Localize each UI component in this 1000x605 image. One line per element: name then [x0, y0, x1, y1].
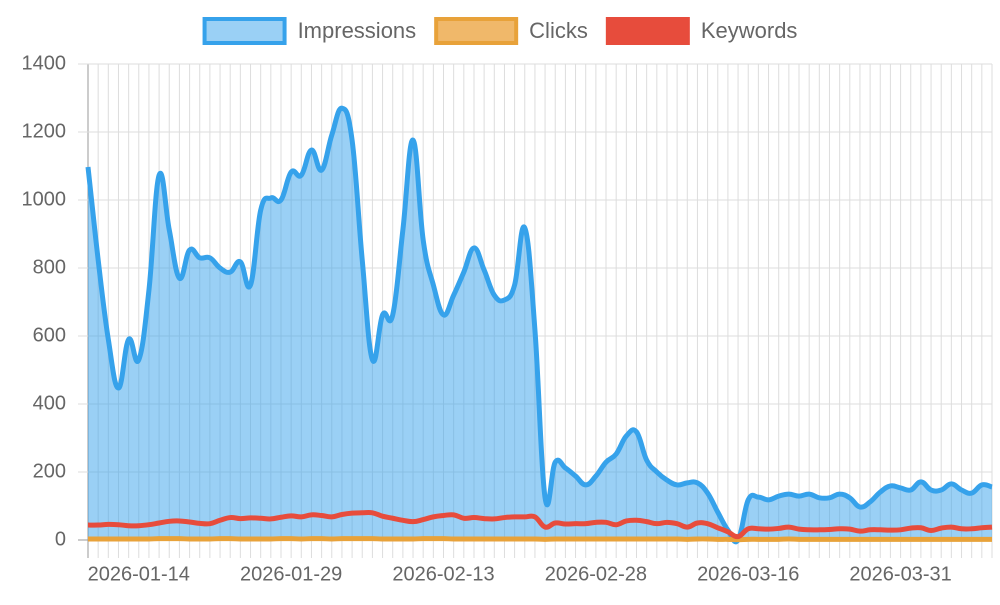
x-tick-label: 2026-02-28	[545, 563, 647, 585]
line	[88, 536, 992, 543]
legend-label: Impressions	[298, 18, 417, 43]
line	[85, 105, 993, 545]
line	[87, 509, 993, 540]
y-tick-label: 1000	[22, 188, 67, 210]
x-tick-label: 2026-02-13	[392, 563, 494, 585]
x-tick-label: 2026-01-29	[240, 563, 342, 585]
legend-swatch	[202, 17, 287, 45]
y-tick-label: 1400	[22, 52, 67, 74]
y-tick-label: 0	[55, 528, 66, 550]
x-tick-label: 2026-03-31	[849, 563, 951, 585]
area	[88, 108, 992, 542]
legend-label: Keywords	[701, 18, 798, 43]
legend-swatch	[434, 17, 519, 45]
x-tick-label: 2026-01-14	[88, 563, 190, 585]
legend-swatch	[605, 17, 690, 45]
y-tick-label: 200	[33, 460, 66, 482]
legend: Impressions Clicks Keywords	[202, 17, 798, 45]
y-tick-label: 1200	[22, 120, 67, 142]
y-tick-label: 400	[33, 392, 66, 414]
y-tick-label: 800	[33, 256, 66, 278]
legend-label: Clicks	[529, 18, 588, 43]
y-tick-label: 600	[33, 324, 66, 346]
x-tick-label: 2026-03-16	[697, 563, 799, 585]
